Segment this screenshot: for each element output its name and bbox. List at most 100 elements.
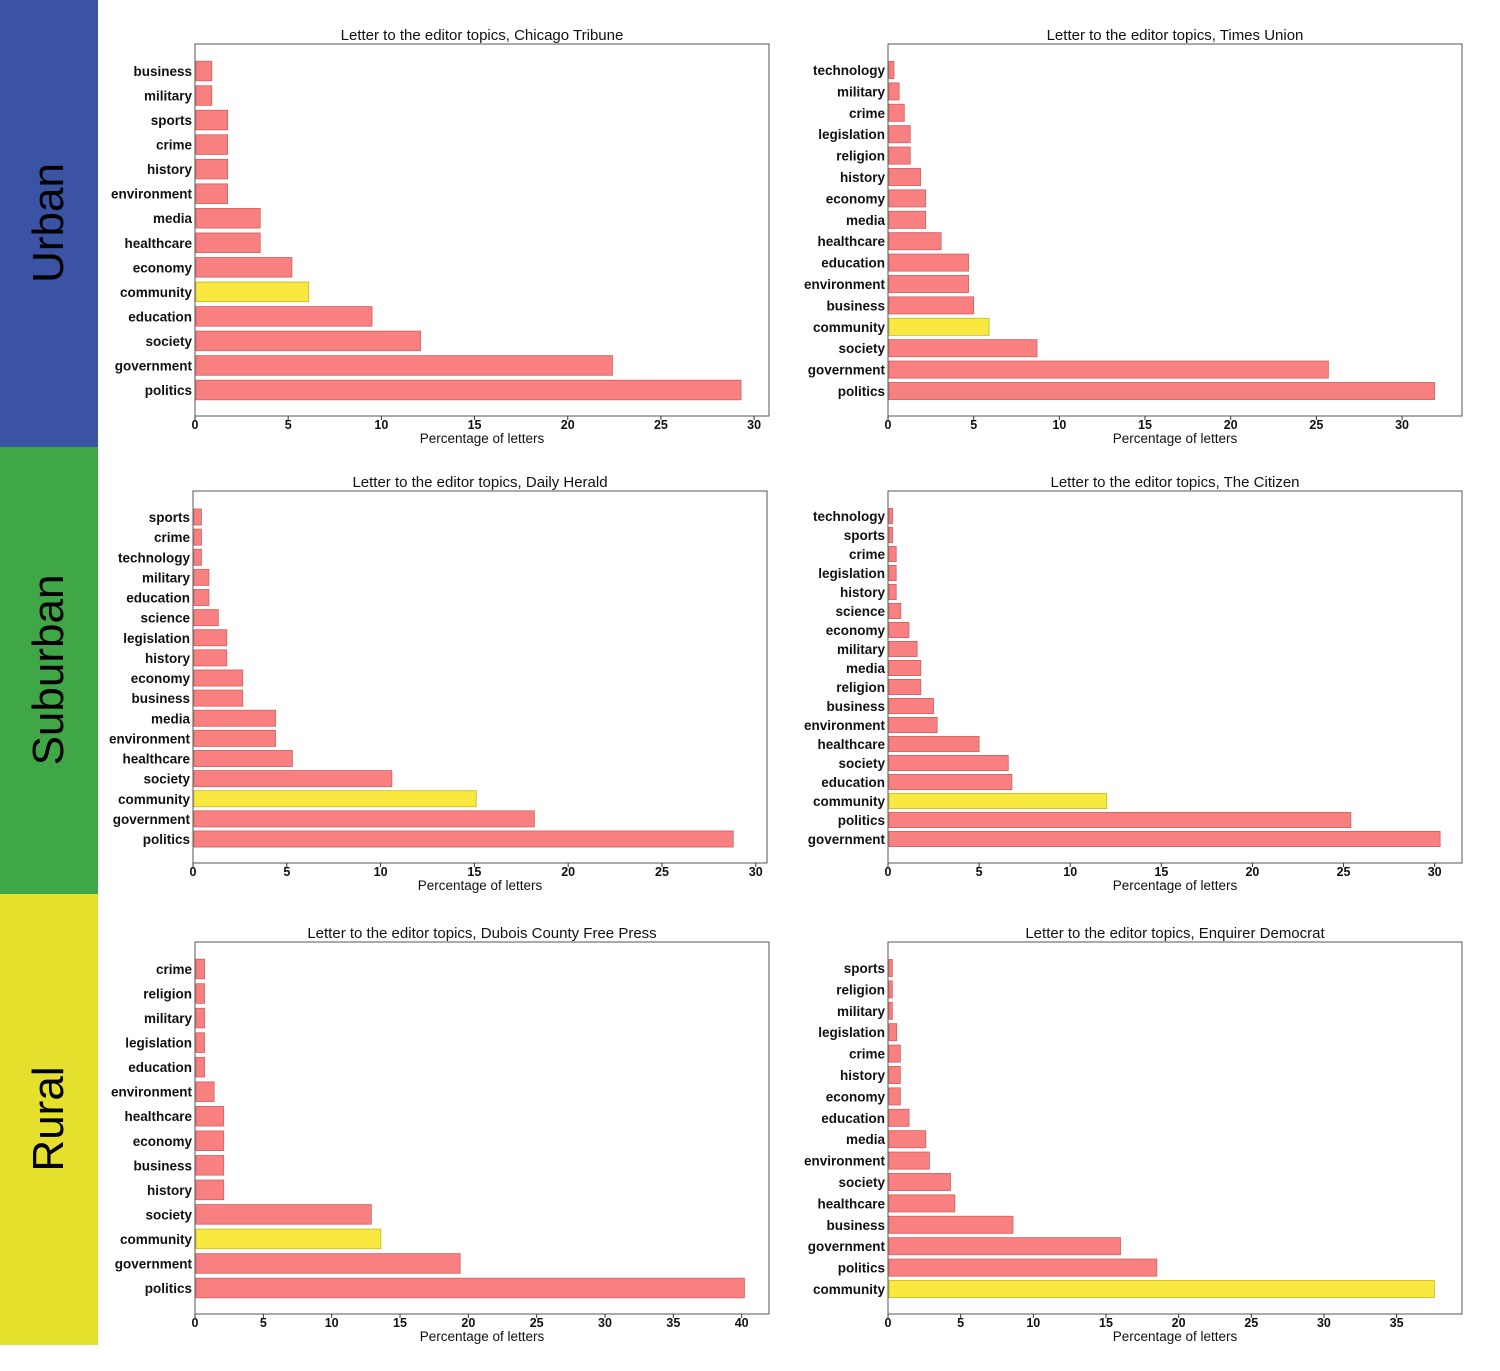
category-label-military: military [837, 642, 886, 657]
bar-education [888, 774, 1013, 791]
category-label-media: media [846, 213, 886, 228]
bar-politics [195, 1277, 745, 1299]
x-tick-label: 0 [192, 418, 199, 432]
bar-technology [888, 61, 895, 79]
category-label-healthcare: healthcare [817, 234, 885, 249]
bar-history [195, 1179, 225, 1201]
category-label-history: history [840, 170, 886, 185]
bar-business [888, 296, 975, 315]
x-tick-label: 15 [468, 418, 482, 432]
category-label-community: community [813, 794, 886, 809]
bar-history [888, 168, 921, 186]
category-label-healthcare: healthcare [817, 737, 885, 752]
category-label-society: society [145, 334, 192, 349]
category-label-legislation: legislation [818, 566, 885, 581]
category-label-environment: environment [111, 1085, 193, 1100]
x-tick-label: 5 [283, 865, 290, 879]
bar-environment [195, 1081, 215, 1102]
bar-business [195, 60, 213, 82]
x-axis-label: Percentage of letters [418, 878, 543, 893]
category-label-healthcare: healthcare [124, 1109, 192, 1124]
category-label-business: business [133, 64, 192, 79]
bar-government [193, 810, 535, 828]
x-tick-label: 20 [561, 865, 575, 879]
bar-business [193, 689, 244, 707]
category-label-crime: crime [849, 1047, 886, 1062]
bar-legislation [195, 1032, 205, 1053]
x-tick-label: 25 [530, 1316, 544, 1330]
category-label-society: society [143, 772, 190, 787]
x-tick-label: 10 [374, 865, 388, 879]
x-tick-label: 15 [393, 1316, 407, 1330]
x-tick-label: 5 [260, 1316, 267, 1330]
category-label-military: military [837, 1004, 886, 1019]
category-label-politics: politics [838, 813, 885, 828]
category-label-sports: sports [844, 961, 885, 976]
category-label-government: government [113, 812, 191, 827]
bar-legislation [888, 1023, 898, 1042]
bar-education [888, 1108, 910, 1127]
bar-military [193, 568, 210, 586]
bar-legislation [193, 629, 228, 647]
bar-technology [193, 548, 202, 566]
x-tick-label: 15 [467, 865, 481, 879]
bar-healthcare [888, 232, 942, 251]
category-label-crime: crime [849, 106, 886, 121]
x-tick-label: 10 [1063, 865, 1077, 879]
bar-community [193, 790, 477, 808]
bar-history [195, 158, 229, 180]
bar-economy [888, 189, 927, 208]
category-label-education: education [128, 309, 192, 324]
x-tick-label: 30 [1428, 865, 1442, 879]
bar-society [195, 330, 421, 352]
bar-education [195, 306, 373, 327]
bar-healthcare [888, 736, 980, 753]
x-tick-label: 0 [885, 418, 892, 432]
x-tick-label: 35 [666, 1316, 680, 1330]
bar-sports [193, 508, 202, 526]
bar-government [195, 1253, 461, 1274]
bar-legislation [888, 565, 897, 582]
bar-community [888, 1280, 1435, 1298]
plot-frame [887, 43, 1463, 417]
bar-politics [888, 1258, 1158, 1277]
bar-military [888, 1001, 893, 1020]
bar-politics [193, 830, 734, 848]
x-axis-label: Percentage of letters [1113, 1329, 1238, 1344]
bar-economy [195, 1130, 225, 1151]
category-label-sports: sports [844, 528, 885, 543]
x-tick-label: 35 [1390, 1316, 1404, 1330]
category-label-military: military [142, 570, 191, 585]
bar-crime [195, 958, 205, 980]
category-label-sports: sports [151, 113, 192, 128]
bar-environment [888, 275, 969, 293]
x-tick-label: 0 [190, 865, 197, 879]
category-label-healthcare: healthcare [817, 1196, 885, 1211]
category-label-media: media [846, 661, 886, 676]
bar-military [888, 82, 900, 101]
x-tick-label: 20 [1172, 1316, 1186, 1330]
category-label-government: government [808, 832, 886, 847]
bar-crime [193, 528, 202, 546]
category-label-military: military [144, 89, 193, 104]
category-label-technology: technology [118, 550, 190, 565]
chart-title: Letter to the editor topics, Dubois Coun… [307, 925, 656, 942]
x-tick-label: 20 [561, 418, 575, 432]
category-label-technology: technology [813, 509, 885, 524]
category-label-environment: environment [804, 1154, 886, 1169]
bar-education [195, 1056, 205, 1078]
bar-religion [888, 980, 893, 999]
bar-environment [195, 183, 229, 204]
bar-business [888, 1215, 1014, 1234]
bar-government [888, 360, 1329, 379]
category-label-military: military [837, 84, 886, 99]
bar-politics [888, 812, 1352, 829]
category-label-society: society [838, 341, 885, 356]
category-label-sports: sports [149, 510, 190, 525]
bar-environment [888, 1151, 930, 1170]
category-label-healthcare: healthcare [122, 752, 190, 767]
category-label-healthcare: healthcare [124, 236, 192, 251]
